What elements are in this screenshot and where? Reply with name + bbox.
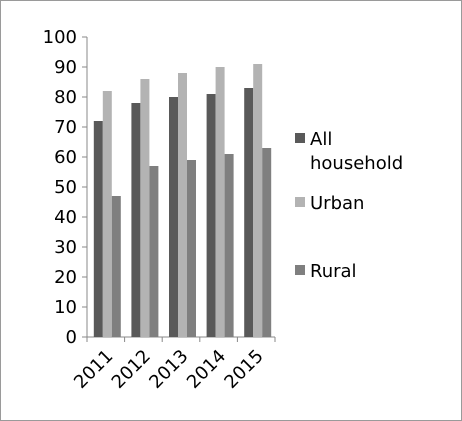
y-tick-label: 40 [54,207,77,228]
legend-label: household [310,153,403,174]
bar-urban-2013 [178,73,187,337]
bar-rural-2012 [149,166,159,337]
x-tick-label: 2011 [70,346,117,393]
legend-swatch-urban [295,197,305,207]
bar-rural-2015 [262,148,272,337]
x-tick-label: 2015 [220,346,267,393]
y-tick-label: 60 [54,147,77,168]
x-tick-label: 2013 [145,346,192,393]
y-tick-label: 20 [54,267,77,288]
bar-all-household-2015 [244,88,254,337]
bar-all-household-2012 [131,103,141,337]
x-tick-label: 2014 [183,346,230,393]
y-tick-label: 80 [54,87,77,108]
bars [93,64,272,337]
bar-all-household-2011 [93,121,103,337]
y-tick-label: 50 [54,177,77,198]
legend-label: All [310,129,332,150]
legend-swatch-all-household [295,133,305,143]
y-tick-label: 0 [66,327,77,348]
legend-swatch-rural [295,265,305,275]
x-tick-label: 2012 [108,346,155,393]
bar-urban-2014 [215,67,225,337]
legend-label: Rural [310,261,357,282]
bar-all-household-2013 [169,97,178,337]
legend-label: Urban [310,193,364,214]
y-tick-label: 70 [54,117,77,138]
y-tick-label: 30 [54,237,77,258]
y-tick-labels: 0 10 20 30 40 50 60 70 80 90 100 [43,27,77,348]
bar-rural-2011 [111,196,121,337]
y-tick-label: 90 [54,57,77,78]
y-tick-label: 10 [54,297,77,318]
y-tick-label: 100 [43,27,77,48]
bar-all-household-2014 [206,94,216,337]
legend: All household Urban Rural [295,129,403,282]
bar-urban-2015 [253,64,263,337]
bar-urban-2012 [140,79,150,337]
bar-urban-2011 [102,91,112,337]
bar-rural-2014 [224,154,234,337]
bar-rural-2013 [187,160,196,337]
